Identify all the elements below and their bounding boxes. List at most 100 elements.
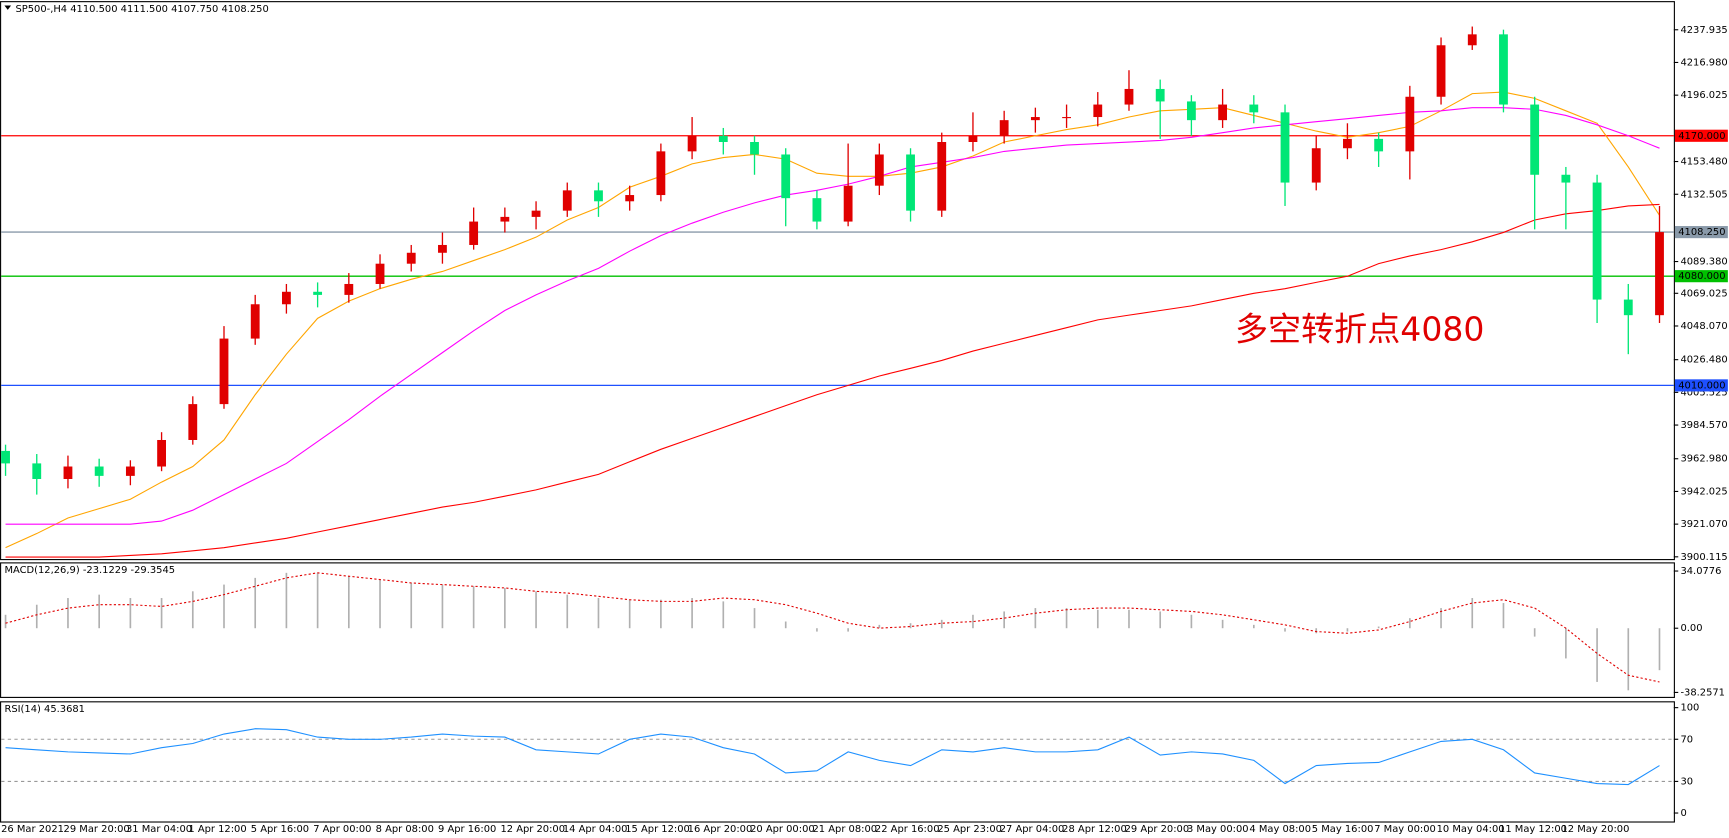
candle-body	[125, 466, 135, 476]
candle-body	[500, 216, 510, 222]
level-tag	[1674, 226, 1728, 239]
y-tick-label: 4089.380	[1680, 257, 1727, 268]
candle-body	[594, 190, 603, 202]
x-tick-label: 14 Apr 04:00	[563, 824, 628, 835]
x-tick-label: 25 Apr 23:00	[937, 824, 1002, 835]
y-tick-label: 4005.525	[1680, 387, 1727, 398]
candle-body	[1311, 148, 1321, 183]
rsi-panel	[0, 701, 1675, 823]
x-tick-label: 31 Mar 04:00	[126, 824, 192, 835]
x-tick-label: 26 Mar 2021	[1, 824, 64, 835]
price-title: SP500-,H4 4110.500 4111.500 4107.750 410…	[15, 4, 268, 15]
candle-body	[1155, 88, 1165, 102]
candle-body	[999, 120, 1009, 136]
candle-body	[94, 466, 104, 476]
moving-average	[5, 91, 1660, 549]
rsi-title: RSI(14) 45.3681	[4, 704, 85, 715]
candle-body	[781, 154, 791, 199]
level-label: 4108.250	[1678, 227, 1725, 238]
y-tick-label: 4237.935	[1680, 25, 1727, 36]
x-tick-label: 27 Apr 04:00	[1000, 824, 1065, 835]
candle-body	[1655, 232, 1664, 316]
candle-body	[63, 466, 73, 479]
y-tick-label: 4216.980	[1680, 57, 1727, 68]
candle-body	[937, 141, 947, 211]
rsi-line	[5, 728, 1660, 786]
y-tick-label: 4153.480	[1680, 157, 1727, 168]
candle-body	[1561, 174, 1571, 183]
candle-body	[1405, 96, 1415, 152]
x-tick-label: 8 Apr 08:00	[376, 824, 434, 835]
x-tick-label: 15 Apr 12:00	[625, 824, 690, 835]
moving-average	[5, 203, 1660, 558]
y-tick-label: 3962.980	[1680, 454, 1727, 465]
x-tick-label: 20 Apr 00:00	[750, 824, 815, 835]
candle-body	[812, 198, 822, 222]
x-tick-label: 5 May 16:00	[1312, 824, 1374, 835]
x-tick-label: 5 Apr 16:00	[251, 824, 309, 835]
y-tick-label: -38.2571	[1680, 687, 1725, 698]
y-tick-label: 4069.025	[1680, 288, 1727, 299]
candle-body	[157, 439, 166, 467]
candle-body	[281, 291, 291, 305]
macd-title: MACD(12,26,9) -23.1229 -29.3545	[4, 565, 175, 576]
y-tick-label: 3942.025	[1680, 486, 1727, 497]
candle-body	[469, 221, 479, 245]
candle-body	[1186, 101, 1196, 121]
candle-body	[1436, 45, 1446, 97]
candle-body	[687, 135, 697, 152]
x-tick-label: 10 May 04:00	[1437, 824, 1505, 835]
candle-body	[375, 263, 385, 284]
candle-body	[750, 141, 759, 155]
candle-body	[874, 154, 884, 186]
candle-body	[1249, 104, 1259, 113]
candle-body	[718, 135, 728, 142]
candle-body	[1218, 104, 1228, 121]
candle-body	[1623, 299, 1633, 316]
x-tick-label: 29 Mar 20:00	[64, 824, 130, 835]
candle-body	[625, 195, 635, 202]
y-tick-label: 0.00	[1680, 623, 1702, 634]
candle-body	[531, 210, 541, 217]
candle-body	[188, 404, 198, 440]
candle-body	[1062, 117, 1071, 119]
candle-body	[1374, 138, 1384, 152]
candle-body	[406, 252, 416, 264]
candle-body	[656, 151, 666, 196]
x-tick-label: 1 Apr 12:00	[188, 824, 246, 835]
menu-triangle	[4, 5, 12, 10]
x-tick-label: 3 May 00:00	[1187, 824, 1249, 835]
y-tick-label: 4132.505	[1680, 189, 1727, 200]
x-tick-label: 12 Apr 20:00	[500, 824, 565, 835]
x-tick-label: 9 Apr 16:00	[438, 824, 496, 835]
candle-body	[562, 190, 572, 211]
candle-body	[843, 185, 853, 222]
candle-body	[1280, 112, 1290, 183]
y-tick-label: 3900.115	[1680, 552, 1727, 563]
candle-body	[968, 135, 978, 142]
annotation: 多空转折点4080	[1235, 309, 1484, 348]
level-label: 4010.000	[1678, 380, 1725, 391]
candle-body	[1030, 117, 1040, 121]
x-tick-label: 28 Apr 12:00	[1062, 824, 1127, 835]
x-tick-label: 16 Apr 20:00	[688, 824, 753, 835]
candle-body	[906, 154, 915, 211]
candle-body	[344, 283, 354, 295]
y-tick-label: 4026.480	[1680, 355, 1727, 366]
x-tick-label: 7 May 00:00	[1374, 824, 1436, 835]
x-tick-label: 22 Apr 16:00	[875, 824, 940, 835]
macd-panel	[0, 562, 1675, 698]
y-tick-label: 4196.025	[1680, 90, 1727, 101]
candle-body	[1499, 34, 1508, 105]
x-tick-label: 29 Apr 20:00	[1125, 824, 1190, 835]
candle-body	[32, 463, 42, 479]
candle-body	[1093, 104, 1103, 118]
y-tick-label: 34.0776	[1680, 566, 1721, 577]
candle-body	[1467, 34, 1477, 46]
y-tick-label: 100	[1680, 703, 1699, 714]
price-panel	[0, 1, 1675, 561]
candle-body	[438, 244, 447, 253]
level-tag	[1674, 270, 1728, 283]
